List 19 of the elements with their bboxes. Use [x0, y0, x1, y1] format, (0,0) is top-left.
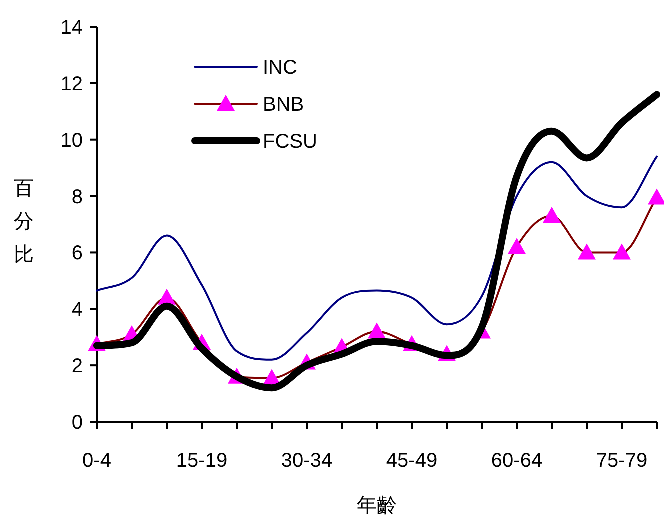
y-tick-label: 2 — [72, 356, 83, 378]
x-tick-label: 75-79 — [596, 450, 648, 472]
x-tick-label: 45-49 — [386, 450, 438, 472]
legend-label: INC — [263, 57, 298, 79]
y-axis-title: 百分比 — [14, 178, 34, 266]
legend-label: BNB — [263, 94, 304, 116]
y-tick-label: 10 — [60, 130, 83, 152]
y-tick-label: 8 — [72, 186, 83, 208]
y-tick-label: 12 — [60, 73, 83, 96]
legend-label: FCSU — [263, 131, 318, 153]
y-tick-label: 0 — [72, 412, 83, 434]
x-tick-label: 60-64 — [491, 450, 543, 472]
x-tick-label: 30-34 — [281, 450, 333, 472]
y-tick-label: 14 — [60, 17, 83, 39]
x-axis-title: 年齡 — [357, 495, 397, 517]
y-tick-label: 4 — [72, 299, 83, 322]
y-tick-label: 6 — [72, 242, 83, 265]
x-tick-label: 15-19 — [176, 450, 228, 472]
x-tick-label: 0-4 — [82, 450, 112, 472]
